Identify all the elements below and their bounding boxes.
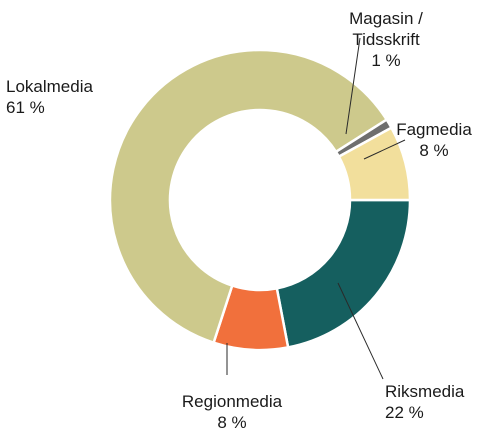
slice-name-label: Tidsskrift [352, 30, 420, 49]
slice-riksmedia [275, 198, 412, 349]
labels-layer: Riksmedia 22 % Regionmedia 8 % Lokalmedia 61 … [6, 9, 472, 432]
slice-name-label: Lokalmedia [6, 77, 93, 96]
slice-name-label: Regionmedia [182, 392, 283, 411]
leader-lines-layer [226, 37, 406, 380]
slice-value-label: 61 % [6, 98, 45, 117]
slice-value-label: 1 % [371, 51, 400, 70]
slice-label-riksmedia: Riksmedia 22 % [385, 382, 465, 422]
slice-name-label: Fagmedia [396, 120, 472, 139]
slice-label-magasin-tidsskrift: Magasin / Tidsskrift 1 % [349, 9, 423, 70]
slice-label-fagmedia: Fagmedia 8 % [396, 120, 472, 160]
slice-value-label: 22 % [385, 403, 424, 422]
leader-line-riksmedia [337, 282, 384, 380]
slices-layer [108, 48, 412, 352]
leader-line-magasin-tidsskrift [345, 37, 361, 135]
slice-name-label: Riksmedia [385, 382, 465, 401]
leader-line-fagmedia [363, 139, 406, 160]
slice-name-label: Magasin / [349, 9, 423, 28]
slice-value-label: 8 % [419, 141, 448, 160]
slice-value-label: 8 % [217, 413, 246, 432]
slice-label-lokalmedia: Lokalmedia 61 % [6, 77, 93, 117]
slice-label-regionmedia: Regionmedia 8 % [182, 392, 283, 432]
slice-lokalmedia [108, 48, 389, 345]
